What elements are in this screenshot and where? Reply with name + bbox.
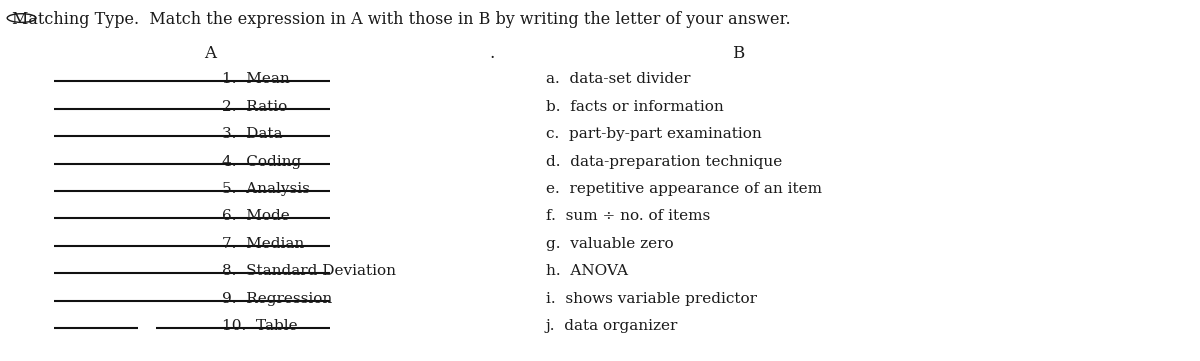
Text: i.  shows variable predictor: i. shows variable predictor xyxy=(546,292,757,306)
Text: Matching Type.  Match the expression in A with those in B by writing the letter : Matching Type. Match the expression in A… xyxy=(12,11,791,28)
Text: 1.  Mean: 1. Mean xyxy=(222,72,289,86)
Text: j.  data organizer: j. data organizer xyxy=(546,319,678,333)
Text: b.  facts or information: b. facts or information xyxy=(546,100,724,114)
Text: c.  part-by-part examination: c. part-by-part examination xyxy=(546,127,762,141)
Text: a.  data-set divider: a. data-set divider xyxy=(546,72,690,86)
Text: f.  sum ÷ no. of items: f. sum ÷ no. of items xyxy=(546,209,710,223)
Text: 5.  Analysis: 5. Analysis xyxy=(222,182,310,196)
Text: A: A xyxy=(204,45,216,62)
Text: g.  valuable zero: g. valuable zero xyxy=(546,237,673,251)
Text: 9.  Regression: 9. Regression xyxy=(222,292,332,306)
Text: 4.  Coding: 4. Coding xyxy=(222,155,301,169)
Text: B: B xyxy=(732,45,744,62)
Text: e.  repetitive appearance of an item: e. repetitive appearance of an item xyxy=(546,182,822,196)
Text: h.  ANOVA: h. ANOVA xyxy=(546,264,628,278)
Text: 3.  Data: 3. Data xyxy=(222,127,282,141)
Text: 7.  Median: 7. Median xyxy=(222,237,305,251)
Text: 8.  Standard Deviation: 8. Standard Deviation xyxy=(222,264,396,278)
Text: 10.  Table: 10. Table xyxy=(222,319,298,333)
Text: 2.  Ratio: 2. Ratio xyxy=(222,100,287,114)
Text: d.  data-preparation technique: d. data-preparation technique xyxy=(546,155,782,169)
Text: .: . xyxy=(490,45,494,62)
Text: 6.  Mode: 6. Mode xyxy=(222,209,289,223)
